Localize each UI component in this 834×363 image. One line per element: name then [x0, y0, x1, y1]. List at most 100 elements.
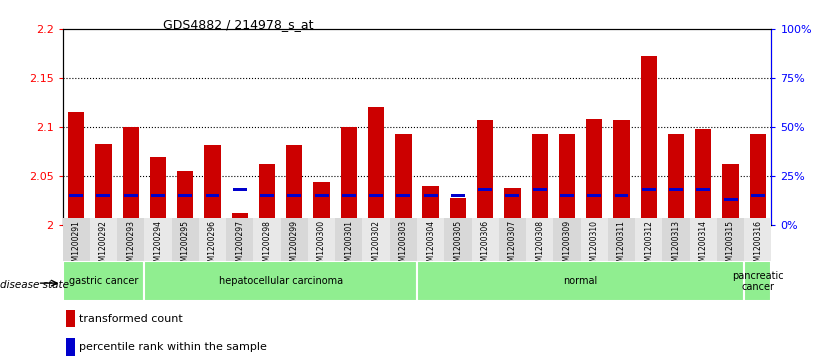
Bar — [580, 218, 608, 265]
Bar — [417, 218, 445, 265]
Bar — [526, 218, 553, 265]
Bar — [553, 218, 580, 265]
Bar — [63, 218, 90, 265]
Bar — [641, 56, 657, 225]
Text: GSM1200296: GSM1200296 — [208, 220, 217, 271]
Text: GSM1200314: GSM1200314 — [699, 220, 708, 271]
Bar — [505, 188, 520, 225]
Bar — [117, 218, 144, 265]
Bar — [281, 218, 308, 265]
Bar — [395, 134, 411, 225]
Bar — [587, 194, 601, 197]
Bar — [226, 218, 254, 265]
Bar — [69, 194, 83, 197]
Text: GSM1200299: GSM1200299 — [289, 220, 299, 271]
Bar — [608, 218, 636, 265]
Text: GSM1200292: GSM1200292 — [99, 220, 108, 271]
Bar — [750, 134, 766, 225]
Bar — [389, 218, 417, 265]
Text: gastric cancer: gastric cancer — [68, 276, 138, 286]
Bar — [417, 261, 744, 301]
Bar — [151, 194, 165, 197]
Bar — [260, 194, 274, 197]
Bar — [97, 194, 110, 197]
Bar — [615, 194, 629, 197]
Text: GSM1200309: GSM1200309 — [562, 220, 571, 271]
Text: GSM1200306: GSM1200306 — [480, 220, 490, 271]
Bar — [477, 120, 494, 225]
Bar — [66, 338, 75, 356]
Bar — [533, 188, 546, 191]
Text: GSM1200291: GSM1200291 — [72, 220, 81, 271]
Bar — [314, 182, 329, 225]
Text: GSM1200316: GSM1200316 — [753, 220, 762, 271]
Text: GSM1200297: GSM1200297 — [235, 220, 244, 271]
Bar — [424, 194, 438, 197]
Bar — [63, 261, 144, 301]
Bar — [232, 213, 248, 225]
Bar — [396, 194, 410, 197]
Text: GDS4882 / 214978_s_at: GDS4882 / 214978_s_at — [163, 18, 313, 31]
Bar — [204, 145, 221, 225]
Bar — [254, 218, 281, 265]
Bar — [369, 194, 383, 197]
Bar — [123, 127, 139, 225]
Bar — [314, 194, 329, 197]
Bar — [560, 194, 574, 197]
Bar — [744, 218, 771, 265]
Bar — [66, 310, 75, 327]
Text: GSM1200303: GSM1200303 — [399, 220, 408, 271]
Text: GSM1200313: GSM1200313 — [671, 220, 681, 271]
Bar — [450, 197, 466, 225]
Text: GSM1200310: GSM1200310 — [590, 220, 599, 271]
Bar — [471, 218, 499, 265]
Bar — [531, 134, 548, 225]
Bar — [445, 218, 471, 265]
Text: pancreatic
cancer: pancreatic cancer — [732, 270, 784, 292]
Text: GSM1200302: GSM1200302 — [372, 220, 380, 271]
Bar — [478, 188, 492, 191]
Bar — [286, 145, 303, 225]
Bar — [144, 261, 417, 301]
Bar — [177, 171, 193, 225]
Bar — [722, 164, 739, 225]
Text: GSM1200308: GSM1200308 — [535, 220, 545, 271]
Text: normal: normal — [564, 276, 598, 286]
Text: GSM1200307: GSM1200307 — [508, 220, 517, 271]
Bar — [259, 164, 275, 225]
Bar — [559, 134, 575, 225]
Bar — [662, 218, 690, 265]
Bar — [586, 119, 602, 225]
Bar — [669, 188, 683, 191]
Bar — [68, 112, 84, 225]
Bar — [144, 218, 172, 265]
Bar — [178, 194, 192, 197]
Bar — [695, 129, 711, 225]
Bar — [363, 218, 389, 265]
Text: GSM1200312: GSM1200312 — [644, 220, 653, 271]
Bar — [499, 218, 526, 265]
Text: disease state: disease state — [0, 280, 69, 290]
Bar — [613, 120, 630, 225]
Text: GSM1200293: GSM1200293 — [126, 220, 135, 271]
Text: GSM1200315: GSM1200315 — [726, 220, 735, 271]
Bar — [308, 218, 335, 265]
Bar — [205, 194, 219, 197]
Text: GSM1200304: GSM1200304 — [426, 220, 435, 271]
Text: transformed count: transformed count — [78, 314, 183, 323]
Bar — [335, 218, 363, 265]
Bar — [690, 218, 717, 265]
Bar — [150, 158, 166, 225]
Bar — [342, 194, 356, 197]
Bar — [717, 218, 744, 265]
Text: GSM1200301: GSM1200301 — [344, 220, 354, 271]
Bar — [233, 188, 247, 191]
Bar — [751, 194, 765, 197]
Bar — [642, 188, 656, 191]
Bar — [505, 194, 520, 197]
Text: GSM1200311: GSM1200311 — [617, 220, 626, 271]
Bar — [451, 194, 465, 197]
Text: percentile rank within the sample: percentile rank within the sample — [78, 342, 266, 352]
Bar — [744, 261, 771, 301]
Text: GSM1200294: GSM1200294 — [153, 220, 163, 271]
